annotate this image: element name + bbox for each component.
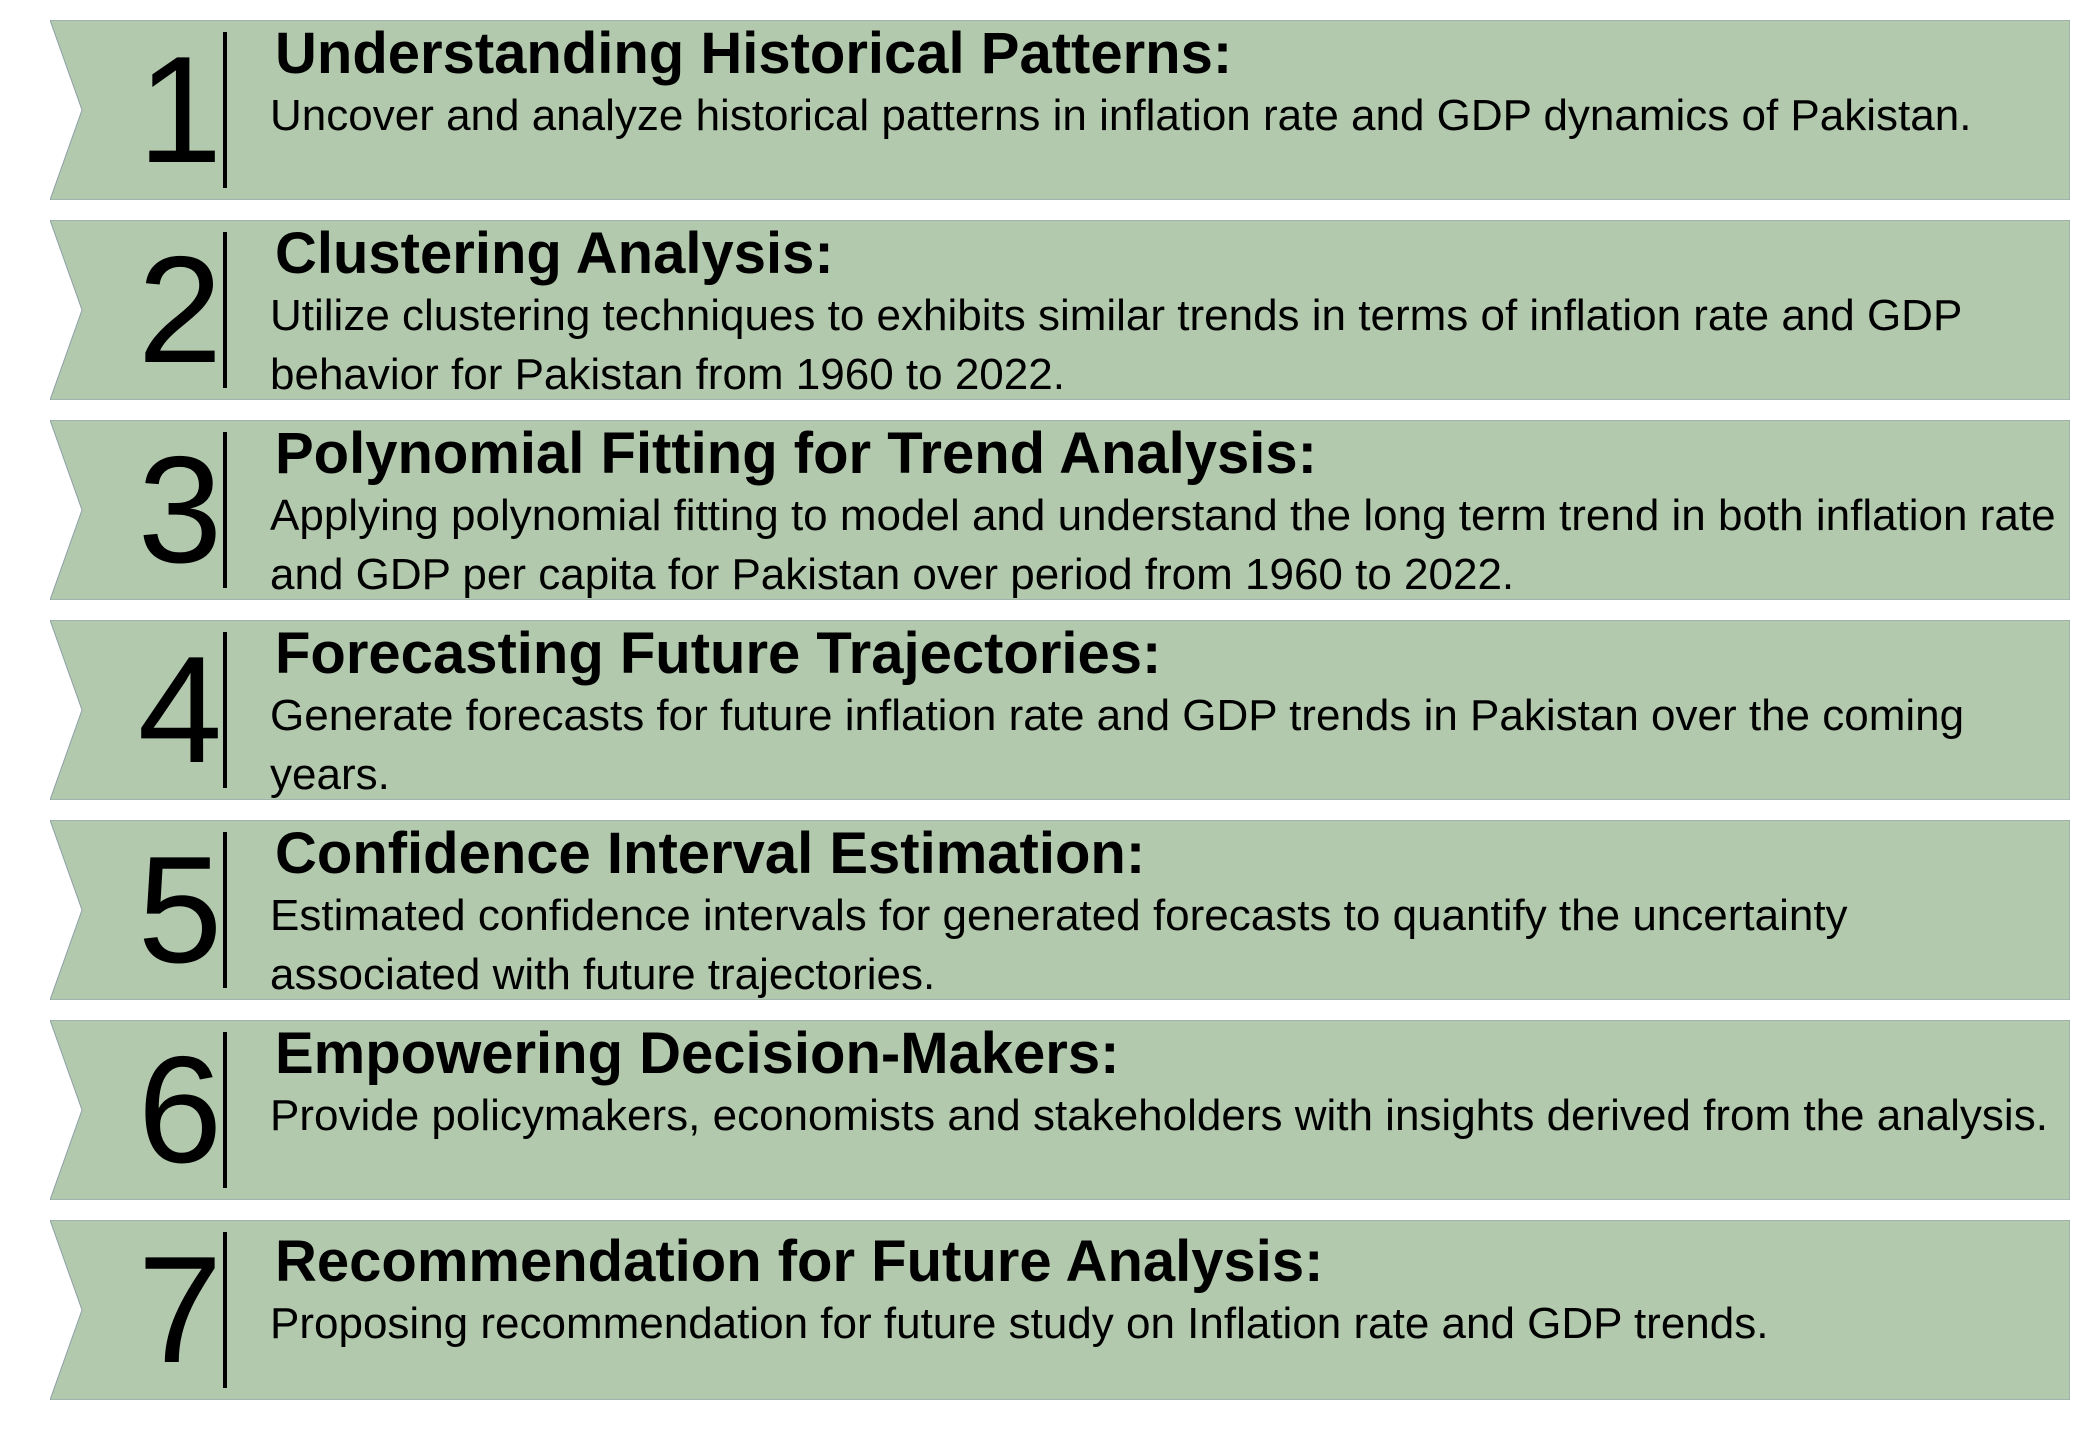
item-description: Provide policymakers, economists and sta…	[270, 1091, 2048, 1140]
banner-shape	[50, 820, 2070, 1000]
item-title: Confidence Interval Estimation:	[275, 821, 1146, 886]
divider-line	[223, 432, 227, 588]
banner-shape	[50, 1220, 2070, 1400]
item-title: Clustering Analysis:	[275, 221, 834, 286]
item-title: Recommendation for Future Analysis:	[275, 1229, 1324, 1294]
objective-item-4: 4 Forecasting Future Trajectories: Gener…	[50, 620, 2070, 800]
item-number: 2	[137, 225, 223, 395]
objective-item-7: 7 Recommendation for Future Analysis: Pr…	[50, 1220, 2070, 1400]
objective-item-5: 5 Confidence Interval Estimation: Estima…	[50, 820, 2070, 1000]
item-text: Empowering Decision-Makers: Provide poli…	[270, 1021, 2065, 1145]
item-text: Polynomial Fitting for Trend Analysis: A…	[270, 421, 2065, 604]
item-description: Generate forecasts for future inflation …	[270, 691, 1965, 799]
item-title: Empowering Decision-Makers:	[275, 1021, 1120, 1086]
item-text: Recommendation for Future Analysis: Prop…	[270, 1229, 2065, 1353]
objective-item-1: 1 Understanding Historical Patterns: Unc…	[50, 20, 2070, 200]
item-text: Clustering Analysis: Utilize clustering …	[270, 221, 2065, 404]
divider-line	[223, 832, 227, 988]
item-description: Utilize clustering techniques to exhibit…	[270, 291, 1962, 399]
item-text: Understanding Historical Patterns: Uncov…	[270, 21, 2065, 145]
objective-item-6: 6 Empowering Decision-Makers: Provide po…	[50, 1020, 2070, 1200]
item-description: Proposing recommendation for future stud…	[270, 1299, 1769, 1348]
item-number: 1	[137, 25, 223, 195]
divider-line	[223, 232, 227, 388]
item-description: Applying polynomial fitting to model and…	[270, 491, 2056, 599]
banner-shape	[50, 1020, 2070, 1200]
item-number: 6	[137, 1025, 223, 1195]
divider-line	[223, 32, 227, 188]
item-number: 7	[137, 1225, 223, 1395]
banner-shape	[50, 20, 2070, 200]
item-title: Understanding Historical Patterns:	[275, 21, 1233, 86]
item-text: Confidence Interval Estimation: Estimate…	[270, 821, 2065, 1004]
item-number: 5	[137, 825, 223, 995]
banner-shape	[50, 420, 2070, 600]
item-description: Uncover and analyze historical patterns …	[270, 91, 1972, 140]
item-number: 4	[137, 625, 223, 795]
objective-item-2: 2 Clustering Analysis: Utilize clusterin…	[50, 220, 2070, 400]
banner-shape	[50, 620, 2070, 800]
item-title: Polynomial Fitting for Trend Analysis:	[275, 421, 1317, 486]
divider-line	[223, 1232, 227, 1388]
item-number: 3	[137, 425, 223, 595]
item-title: Forecasting Future Trajectories:	[275, 621, 1162, 686]
banner-shape	[50, 220, 2070, 400]
divider-line	[223, 1032, 227, 1188]
item-description: Estimated confidence intervals for gener…	[270, 891, 1848, 999]
item-text: Forecasting Future Trajectories: Generat…	[270, 621, 2065, 804]
divider-line	[223, 632, 227, 788]
objective-item-3: 3 Polynomial Fitting for Trend Analysis:…	[50, 420, 2070, 600]
